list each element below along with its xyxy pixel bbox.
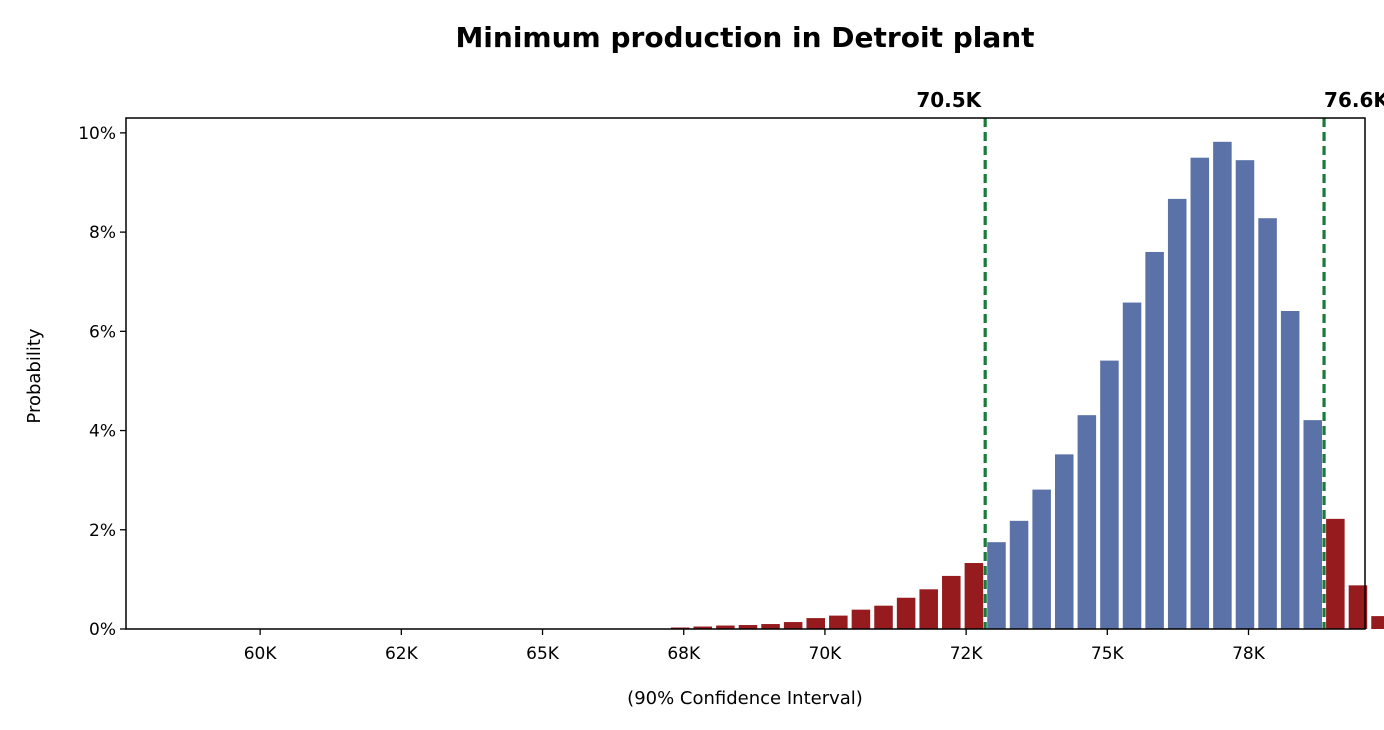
chart-title: Minimum production in Detroit plant xyxy=(455,21,1034,54)
histogram-bar-inside-ci xyxy=(1077,415,1097,629)
y-tick-label: 2% xyxy=(89,521,116,541)
histogram-bar-outside-ci xyxy=(806,618,826,629)
y-tick-label: 4% xyxy=(89,422,116,442)
histogram-bar-inside-ci xyxy=(1009,520,1029,629)
plot-area-frame xyxy=(125,117,1366,630)
histogram-bar-outside-ci xyxy=(1371,616,1384,629)
y-tick-label: 6% xyxy=(89,322,116,342)
y-tick-label: 8% xyxy=(89,223,116,243)
histogram-bar-outside-ci xyxy=(1326,518,1345,629)
x-axis-label: (90% Confidence Interval) xyxy=(627,688,863,709)
histogram-bar-outside-ci xyxy=(783,622,803,629)
x-tick-label: 68K xyxy=(667,644,701,664)
histogram-bar-inside-ci xyxy=(1032,489,1051,629)
histogram-bar-inside-ci xyxy=(987,542,1006,629)
histogram-bar-inside-ci xyxy=(1054,454,1074,629)
histogram-bar-inside-ci xyxy=(1100,360,1119,629)
histogram-bar-inside-ci xyxy=(1167,198,1187,629)
histogram-bar-outside-ci xyxy=(1348,585,1368,629)
y-axis-label: Probability xyxy=(24,328,45,423)
histogram-bar-inside-ci xyxy=(1145,251,1164,629)
histogram-bar-outside-ci xyxy=(919,589,938,629)
histogram-bar-outside-ci xyxy=(942,575,961,629)
y-tick-label: 10% xyxy=(78,124,116,144)
histogram-bars xyxy=(670,141,1384,630)
ci-upper-label: 76.6K xyxy=(1324,88,1384,112)
histogram-bar-outside-ci xyxy=(874,605,893,629)
histogram-bar-inside-ci xyxy=(1235,160,1255,629)
x-tick-label: 78K xyxy=(1232,644,1266,664)
x-tick-label: 60K xyxy=(244,644,278,664)
y-axis: 0% 2% 4% 6% 8% 10% xyxy=(78,124,126,640)
histogram-bar-outside-ci xyxy=(896,597,916,629)
x-tick-label: 72K xyxy=(950,644,984,664)
x-tick-label: 75K xyxy=(1091,644,1125,664)
y-tick-label: 0% xyxy=(89,620,116,640)
histogram-bar-inside-ci xyxy=(1213,141,1232,629)
histogram-bar-outside-ci xyxy=(693,626,713,629)
histogram-bar-inside-ci xyxy=(1303,420,1323,629)
ci-lower-label: 70.5K xyxy=(916,88,982,112)
histogram-bar-inside-ci xyxy=(1122,302,1142,629)
histogram-bar-outside-ci xyxy=(964,563,984,629)
histogram-bar-inside-ci xyxy=(1190,157,1210,629)
histogram-bar-outside-ci xyxy=(716,625,735,629)
histogram-bar-inside-ci xyxy=(1258,218,1277,630)
histogram-bar-inside-ci xyxy=(1280,310,1300,629)
histogram-bar-outside-ci xyxy=(829,615,848,629)
x-tick-label: 70K xyxy=(809,644,843,664)
x-tick-label: 62K xyxy=(385,644,419,664)
confidence-interval: 70.5K 76.6K xyxy=(916,88,1384,629)
x-tick-label: 65K xyxy=(526,644,560,664)
histogram-bar-outside-ci xyxy=(738,625,758,629)
x-axis: 60K 62K 65K 68K 70K 72K 75K 78K xyxy=(244,629,1266,664)
histogram-bar-outside-ci xyxy=(851,609,871,629)
histogram-bar-outside-ci xyxy=(761,624,780,629)
